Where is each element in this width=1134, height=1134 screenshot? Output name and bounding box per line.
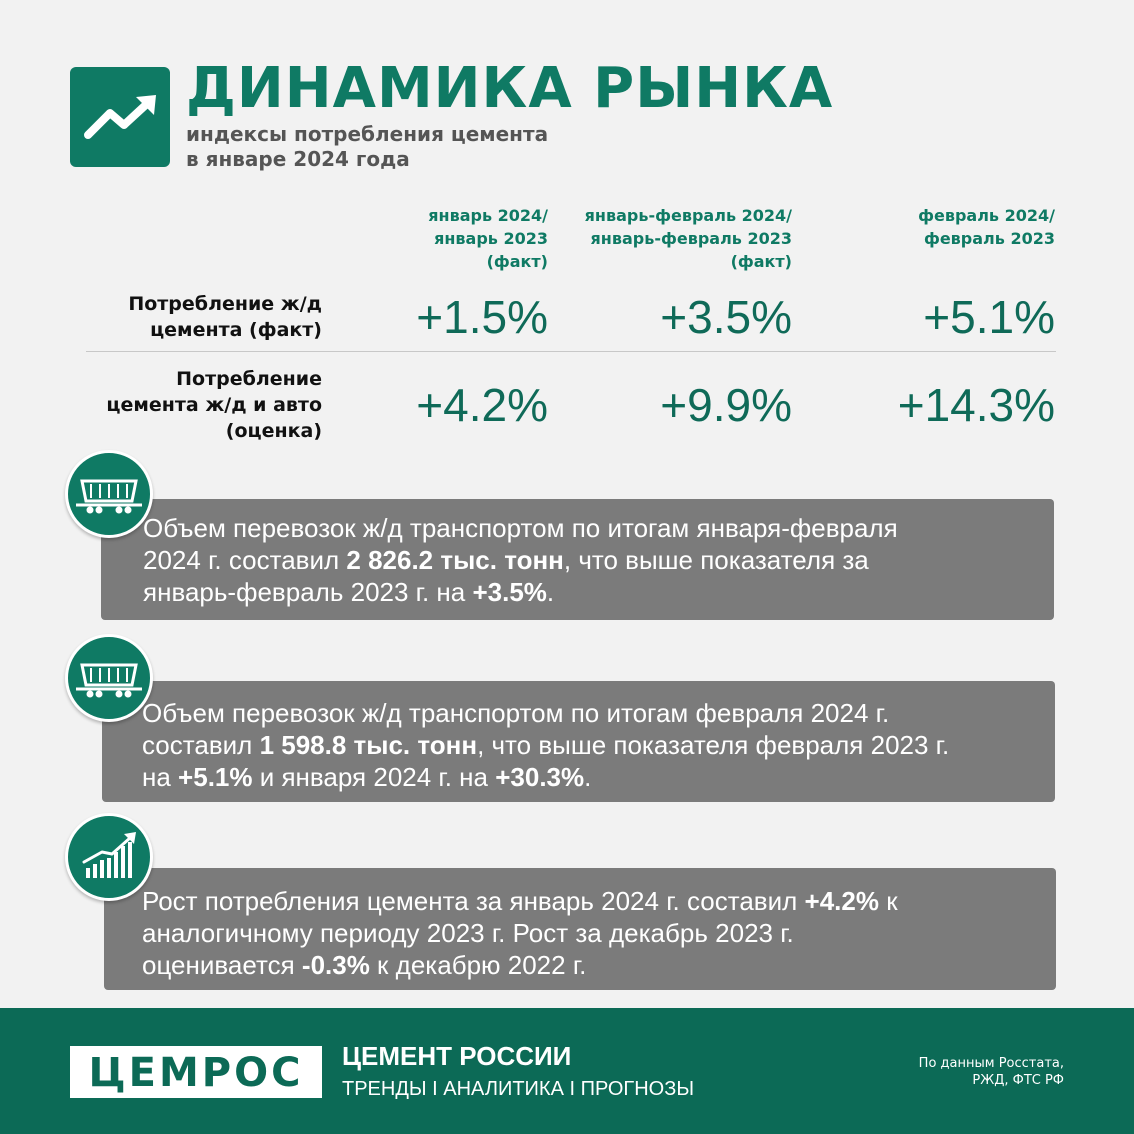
row-label-line: (оценка)	[225, 420, 322, 442]
row-label-rail: Потребление ж/д цемента (факт)	[128, 291, 322, 343]
column-header-jan: январь 2024/ январь 2023 (факт)	[428, 204, 548, 273]
card-line: Рост потребления цемента за январь 2024 …	[142, 885, 898, 917]
card-text: Объем перевозок ж/д транспортом по итога…	[143, 512, 898, 608]
card-highlight-percent: +4.2%	[804, 886, 879, 916]
page-title: ДИНАМИКА РЫНКА	[186, 56, 834, 121]
info-card-consumption-growth: Рост потребления цемента за январь 2024 …	[104, 868, 1056, 990]
card-icon-circle	[65, 634, 153, 722]
card-text-span: на	[142, 762, 179, 792]
column-header-line: февраль 2023	[923, 229, 1055, 248]
card-line: оценивается -0.3% к декабрю 2022 г.	[142, 949, 898, 981]
source-line: РЖД, ФТС РФ	[972, 1073, 1064, 1088]
card-icon-circle	[65, 813, 153, 901]
info-card-jan-feb-rail: Объем перевозок ж/д транспортом по итога…	[101, 499, 1054, 620]
column-header-line: февраль 2024/	[918, 206, 1055, 225]
card-icon-circle	[65, 450, 153, 538]
footer-title: ЦЕМЕНТ РОССИИ	[342, 1041, 572, 1071]
card-highlight-percent: +5.1%	[178, 762, 253, 792]
card-line: Объем перевозок ж/д транспортом по итога…	[143, 513, 898, 543]
card-highlight-volume: 1 598.8 тыс. тонн	[259, 730, 478, 760]
railcar-icon	[76, 663, 142, 698]
source-line: По данным Росстата,	[918, 1056, 1064, 1071]
card-highlight-volume: 2 826.2 тыс. тонн	[346, 545, 564, 575]
column-header-line: январь-февраль 2024/	[584, 206, 792, 225]
growth-chart-icon	[82, 832, 136, 878]
footer-subtitle: ТРЕНДЫ I АНАЛИТИКА I ПРОГНОЗЫ	[342, 1078, 695, 1100]
card-line: 2024 г. составил 2 826.2 тыс. тонн, что …	[143, 544, 898, 576]
card-text-span: 2024 г. составил	[143, 545, 347, 575]
card-text-span: оценивается	[142, 950, 302, 980]
card-text-span: , что выше показателя за	[563, 545, 869, 575]
card-text-span: , что выше показателя февраля 2023 г.	[477, 730, 950, 760]
subtitle-line-2: в январе 2024 года	[186, 147, 410, 171]
value-rail-feb: +5.1%	[923, 291, 1055, 343]
card-text-span: и января 2024 г. на	[252, 762, 496, 792]
card-text-span: составил	[142, 730, 260, 760]
row-label-rail-auto: Потребление цемента ж/д и авто (оценка)	[106, 366, 322, 444]
value-rail-jan-feb: +3.5%	[660, 291, 792, 343]
row-label-line: цемента ж/д и авто	[106, 394, 322, 416]
card-line: составил 1 598.8 тыс. тонн, что выше пок…	[142, 729, 949, 761]
value-total-jan: +4.2%	[416, 379, 548, 431]
column-header-line: январь 2023	[434, 229, 548, 248]
card-text-span: к	[878, 886, 898, 916]
subtitle-line-1: индексы потребления цемента	[186, 122, 549, 146]
value-total-jan-feb: +9.9%	[660, 379, 792, 431]
table-divider	[86, 351, 1056, 352]
column-header-line: январь 2024/	[428, 206, 548, 225]
card-line: аналогичному периоду 2023 г. Рост за дек…	[142, 918, 794, 948]
row-label-line: Потребление	[176, 368, 322, 390]
value-rail-jan: +1.5%	[416, 291, 548, 343]
card-line: на +5.1% и января 2024 г. на +30.3%.	[142, 761, 949, 793]
row-label-line: Потребление ж/д	[128, 293, 322, 315]
column-header-jan-feb: январь-февраль 2024/ январь-февраль 2023…	[585, 204, 792, 273]
card-text-span: .	[546, 577, 555, 607]
card-text-span: Рост потребления цемента за январь 2024 …	[142, 886, 805, 916]
card-highlight-percent: -0.3%	[301, 950, 370, 980]
value-total-feb: +14.3%	[897, 379, 1055, 431]
row-label-line: цемента (факт)	[150, 319, 322, 341]
card-highlight-percent: +3.5%	[472, 577, 547, 607]
trend-up-arrow-icon	[84, 95, 156, 139]
column-header-feb: февраль 2024/ февраль 2023	[918, 204, 1055, 250]
card-text-span: .	[584, 762, 592, 792]
header-logo	[70, 67, 170, 167]
card-text: Объем перевозок ж/д транспортом по итога…	[142, 697, 949, 793]
info-card-feb-rail: Объем перевозок ж/д транспортом по итога…	[102, 681, 1055, 802]
card-text-span: к декабрю 2022 г.	[369, 950, 587, 980]
card-text: Рост потребления цемента за январь 2024 …	[142, 885, 898, 981]
column-header-line: (факт)	[486, 252, 548, 271]
railcar-icon	[76, 479, 142, 514]
source-note: По данным Росстата, РЖД, ФТС РФ	[870, 1055, 1064, 1089]
page-subtitle: индексы потребления цемента в январе 202…	[186, 122, 548, 172]
column-header-line: январь-февраль 2023	[590, 229, 793, 248]
brand-logo: ЦЕМРОС	[88, 1050, 304, 1096]
brand-logo-box	[70, 1046, 322, 1098]
card-line: Объем перевозок ж/д транспортом по итога…	[142, 698, 890, 728]
column-header-line: (факт)	[730, 252, 792, 271]
card-highlight-percent: +30.3%	[495, 762, 585, 792]
card-text-span: январь-февраль 2023 г. на	[143, 577, 473, 607]
card-line: январь-февраль 2023 г. на +3.5%.	[143, 576, 898, 608]
